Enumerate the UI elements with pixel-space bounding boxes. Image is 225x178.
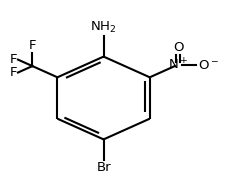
Text: F: F [9,53,17,66]
Text: NH$_2$: NH$_2$ [90,20,116,35]
Text: N$^+$: N$^+$ [167,57,188,73]
Text: F: F [29,39,36,52]
Text: Br: Br [96,161,110,174]
Text: F: F [9,66,17,79]
Text: O$^-$: O$^-$ [197,59,218,72]
Text: O: O [172,41,182,54]
